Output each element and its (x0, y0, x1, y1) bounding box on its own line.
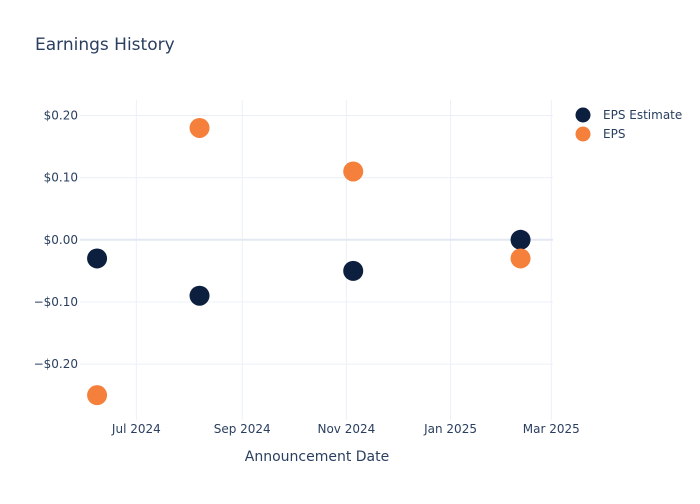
legend-item[interactable]: EPS Estimate (575, 107, 683, 123)
chart-title: Earnings History (35, 35, 175, 55)
legend-marker (575, 107, 591, 123)
axis-layer: Jul 2024 Sep 2024 Nov 2024 Jan 2025 Mar 2025… (34, 109, 580, 436)
eps-estimate-point[interactable] (189, 285, 210, 306)
x-tick-label: Nov 2024 (317, 422, 375, 436)
grid-layer (80, 100, 553, 420)
x-tick-label: Sep 2024 (214, 422, 271, 436)
y-tick-label: $0.10 (44, 171, 78, 185)
eps-point[interactable] (189, 117, 210, 138)
x-axis-title: Announcement Date (245, 449, 389, 465)
x-tick-label: Mar 2025 (523, 422, 580, 436)
legend-label: EPS Estimate (603, 108, 682, 122)
points-layer (87, 117, 531, 406)
eps-point[interactable] (87, 385, 108, 406)
x-tick-label: Jan 2025 (423, 422, 477, 436)
legend-item[interactable]: EPS (575, 126, 626, 142)
x-tick-label: Jul 2024 (111, 422, 161, 436)
eps-estimate-point[interactable] (343, 260, 364, 281)
eps-point[interactable] (343, 161, 364, 182)
legend[interactable]: EPS Estimate EPS (575, 107, 683, 142)
y-tick-label: −$0.20 (34, 357, 78, 371)
y-tick-label: $0.20 (44, 109, 78, 123)
eps-estimate-point[interactable] (510, 229, 531, 250)
eps-point[interactable] (510, 248, 531, 269)
eps-estimate-point[interactable] (87, 248, 108, 269)
y-tick-label: $0.00 (44, 233, 78, 247)
y-tick-label: −$0.10 (34, 295, 78, 309)
legend-label: EPS (603, 127, 625, 141)
legend-marker (575, 126, 591, 142)
